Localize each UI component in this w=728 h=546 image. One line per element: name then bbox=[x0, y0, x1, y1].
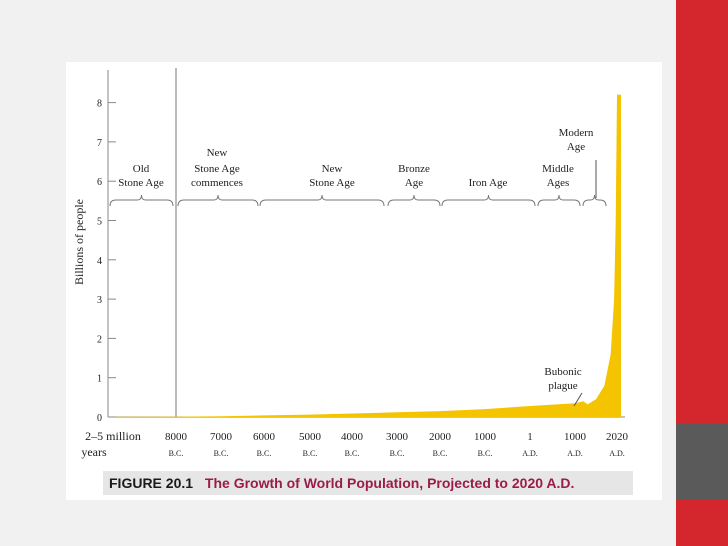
era-brace bbox=[177, 194, 259, 207]
x-tick-sublabel: B.C. bbox=[433, 449, 448, 458]
figure-panel bbox=[66, 62, 662, 500]
era-label: Bronze bbox=[398, 163, 430, 175]
x-tick-label: 8000 bbox=[165, 431, 188, 443]
era-label: commences bbox=[191, 177, 243, 189]
x-tick-sublabel: B.C. bbox=[390, 449, 405, 458]
x-tick-label: 4000 bbox=[341, 431, 364, 443]
era-label: Stone Age bbox=[194, 163, 240, 175]
y-tick-label: 2 bbox=[97, 334, 102, 345]
y-axis-label: Billions of people bbox=[72, 199, 86, 285]
x-tick-sublabel: A.D. bbox=[567, 449, 583, 458]
era-label: New bbox=[322, 163, 343, 175]
x-tick-label: 1 bbox=[527, 431, 533, 443]
x-axis-ticks: 2–5 million years 8000 B.C. 7000 B.C. 6000 B.C.… bbox=[81, 429, 628, 459]
x-tick-label: 5000 bbox=[299, 431, 322, 443]
x-tick-sublabel: B.C. bbox=[257, 449, 272, 458]
era-label: Stone Age bbox=[309, 177, 355, 189]
plague-annotation: Bubonic bbox=[544, 366, 581, 378]
x-tick-label: 6000 bbox=[253, 431, 276, 443]
era-brace bbox=[441, 194, 536, 207]
x-tick-sublabel: B.C. bbox=[303, 449, 318, 458]
x-tick-label: 1000 bbox=[564, 431, 587, 443]
y-tick-label: 6 bbox=[97, 177, 102, 188]
y-tick-label: 8 bbox=[97, 99, 102, 110]
era-brace bbox=[582, 194, 607, 207]
y-tick-label: 7 bbox=[97, 138, 102, 149]
chart-axes bbox=[107, 68, 625, 418]
era-brace bbox=[109, 194, 174, 207]
x-tick-sublabel: B.C. bbox=[478, 449, 493, 458]
era-label: Ages bbox=[547, 177, 570, 189]
y-axis-ticks: 0 1 2 3 4 5 6 7 8 bbox=[97, 99, 116, 424]
era-label: Modern bbox=[559, 127, 594, 139]
x-tick-sublabel: A.D. bbox=[609, 449, 625, 458]
caption-title: The Growth of World Population, Projecte… bbox=[204, 475, 575, 491]
era-label: Iron Age bbox=[469, 177, 508, 189]
x-tick-sublabel: B.C. bbox=[345, 449, 360, 458]
y-tick-label: 0 bbox=[97, 413, 102, 424]
x-tick-sublabel: B.C. bbox=[214, 449, 229, 458]
y-tick-label: 5 bbox=[97, 217, 102, 228]
x-tick-label: 7000 bbox=[210, 431, 233, 443]
y-tick-label: 3 bbox=[97, 295, 102, 306]
era-label: Stone Age bbox=[118, 177, 164, 189]
x-tick-sublabel: B.C. bbox=[169, 449, 184, 458]
y-tick-label: 4 bbox=[97, 256, 102, 267]
x-tick-label: 2000 bbox=[429, 431, 452, 443]
era-label: Old bbox=[133, 163, 150, 175]
x-tick-sublabel: years bbox=[81, 445, 107, 459]
era-label: Middle bbox=[542, 163, 574, 175]
x-tick-label: 3000 bbox=[386, 431, 409, 443]
y-tick-label: 1 bbox=[97, 374, 102, 385]
x-tick-sublabel: A.D. bbox=[522, 449, 538, 458]
era-label: Age bbox=[567, 141, 585, 153]
plague-pointer bbox=[573, 392, 583, 407]
era-label: Age bbox=[405, 177, 423, 189]
x-tick-label: 2–5 million bbox=[85, 429, 141, 443]
era-brace bbox=[259, 194, 385, 207]
x-tick-label: 2020 bbox=[606, 431, 629, 443]
x-tick-label: 1000 bbox=[474, 431, 497, 443]
era-label: New bbox=[207, 147, 228, 159]
era-brace bbox=[387, 194, 441, 207]
era-labels: Old Stone Age New Stone Age commences New Ston… bbox=[109, 127, 607, 407]
plague-annotation: plague bbox=[548, 380, 577, 392]
figure-caption: FIGURE 20.1 The Growth of World Populati… bbox=[103, 471, 633, 495]
caption-number: FIGURE 20.1 bbox=[109, 475, 194, 491]
accent-bar-red-bottom bbox=[676, 500, 728, 546]
era-brace bbox=[537, 194, 581, 207]
